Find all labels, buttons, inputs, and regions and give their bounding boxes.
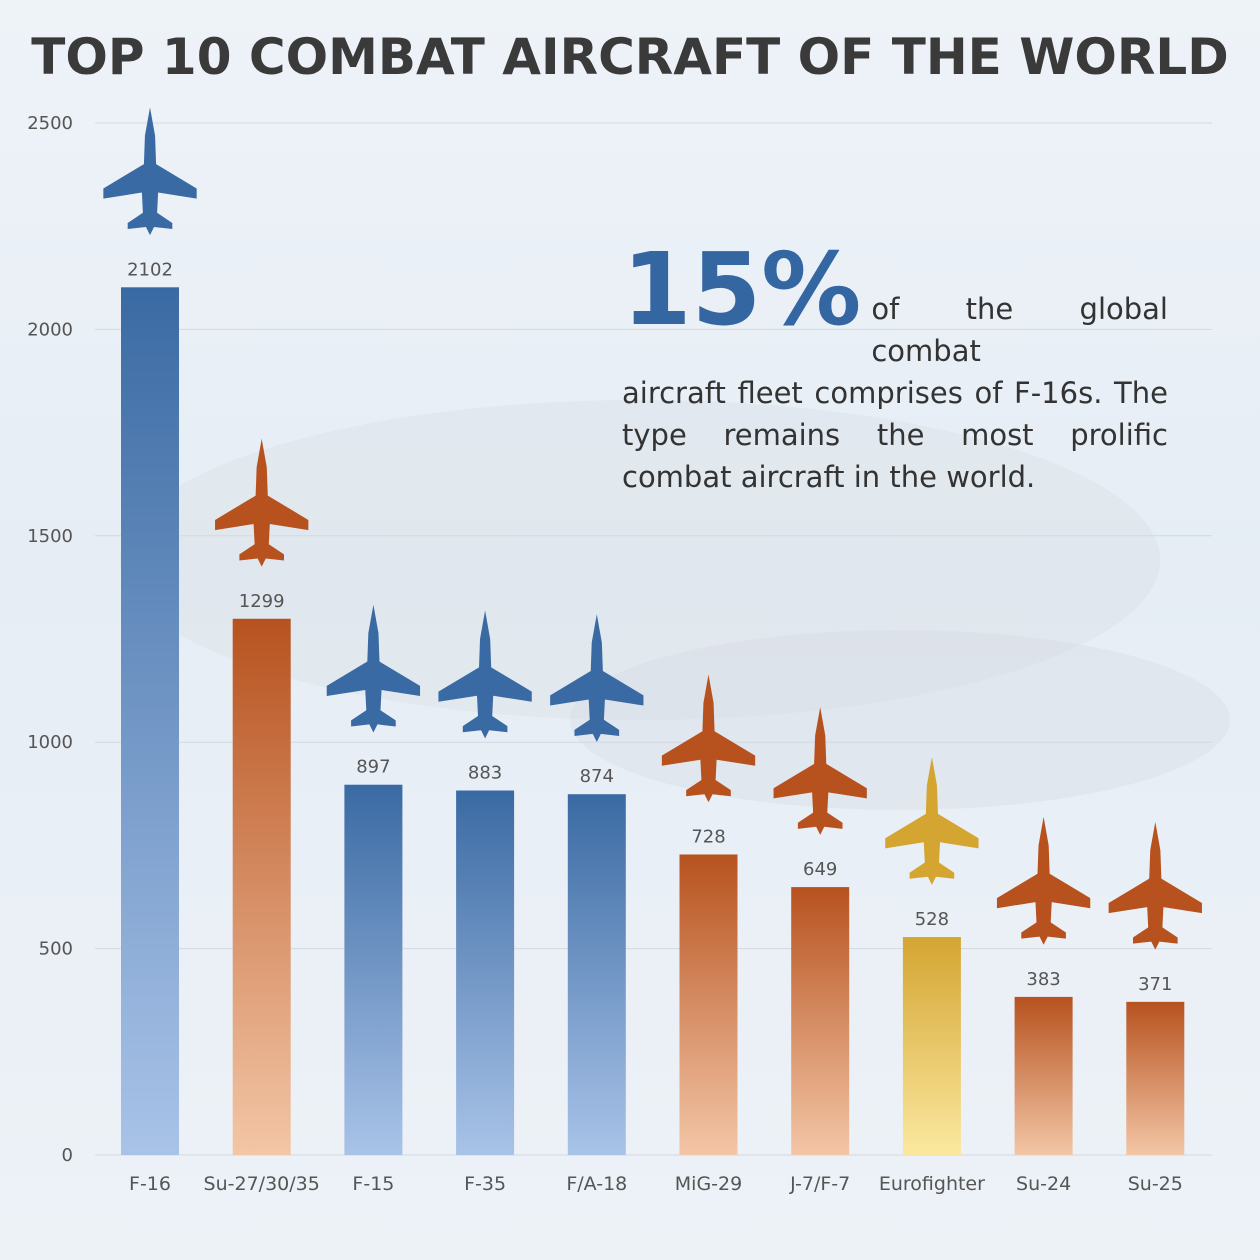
y-tick-label: 500 — [39, 939, 73, 960]
f16-callout: 15% of the global combat aircraft fleet … — [622, 240, 1168, 498]
bar-j-7-f-7 — [791, 887, 850, 1155]
data-label: 728 — [691, 826, 725, 847]
y-axis: 0 500 1000 1500 2000 2500 — [27, 113, 73, 1166]
x-tick-label: Su-27/30/35 — [204, 1173, 320, 1195]
bars — [121, 287, 1185, 1155]
bar-su-27-30-35 — [232, 618, 291, 1155]
data-label: 649 — [803, 859, 837, 880]
aircraft-silhouette-icon — [103, 107, 197, 236]
background-aircraft-haze — [120, 400, 1230, 810]
x-tick-label: F-15 — [352, 1173, 394, 1195]
x-tick-label: F-35 — [464, 1173, 506, 1195]
chart-title: TOP 10 COMBAT AIRCRAFT OF THE WORLD — [31, 28, 1229, 86]
callout-percentage: 15% — [622, 231, 862, 348]
x-axis: F-16 Su-27/30/35 F-15 F-35 F/A-18 MiG-29 J-7/F… — [129, 1173, 1183, 1195]
x-tick-label: F/A-18 — [566, 1173, 627, 1195]
x-tick-label: J-7/F-7 — [789, 1173, 850, 1195]
aircraft-silhouette-icon — [996, 816, 1091, 945]
data-label: 874 — [580, 766, 614, 787]
x-tick-label: Eurofighter — [879, 1173, 985, 1195]
y-tick-label: 1500 — [27, 526, 73, 547]
bar-f-a-18 — [567, 794, 626, 1155]
y-tick-label: 2500 — [27, 113, 73, 134]
bar-su-24 — [1014, 996, 1073, 1155]
bar-mig-29 — [679, 854, 738, 1155]
x-tick-label: F-16 — [129, 1173, 171, 1195]
x-tick-label: Su-25 — [1128, 1173, 1183, 1195]
y-tick-label: 2000 — [27, 319, 73, 340]
data-label: 383 — [1026, 969, 1060, 990]
data-label: 371 — [1138, 974, 1172, 995]
callout-body: aircraft fleet comprises of F-16s. The t… — [622, 376, 1168, 494]
bar-f-35 — [456, 790, 515, 1155]
x-tick-label: Su-24 — [1016, 1173, 1071, 1195]
x-tick-label: MiG-29 — [675, 1173, 742, 1195]
bar-f-16 — [121, 287, 179, 1155]
data-label: 1299 — [239, 591, 285, 612]
data-label: 897 — [356, 757, 390, 778]
aircraft-silhouette-icon — [1108, 821, 1202, 950]
bar-eurofighter — [902, 937, 961, 1155]
bar-su-25 — [1126, 1001, 1185, 1155]
y-tick-label: 1000 — [27, 732, 73, 753]
data-label: 528 — [915, 909, 949, 930]
y-tick-label: 0 — [62, 1145, 73, 1166]
bar-f-15 — [344, 784, 403, 1155]
data-label: 2102 — [127, 259, 173, 280]
callout-first-line: of the global combat — [871, 292, 1168, 368]
data-label: 883 — [468, 762, 502, 783]
data-labels: 2102 1299 897 883 874 728 649 528 383 371 — [127, 259, 1172, 995]
